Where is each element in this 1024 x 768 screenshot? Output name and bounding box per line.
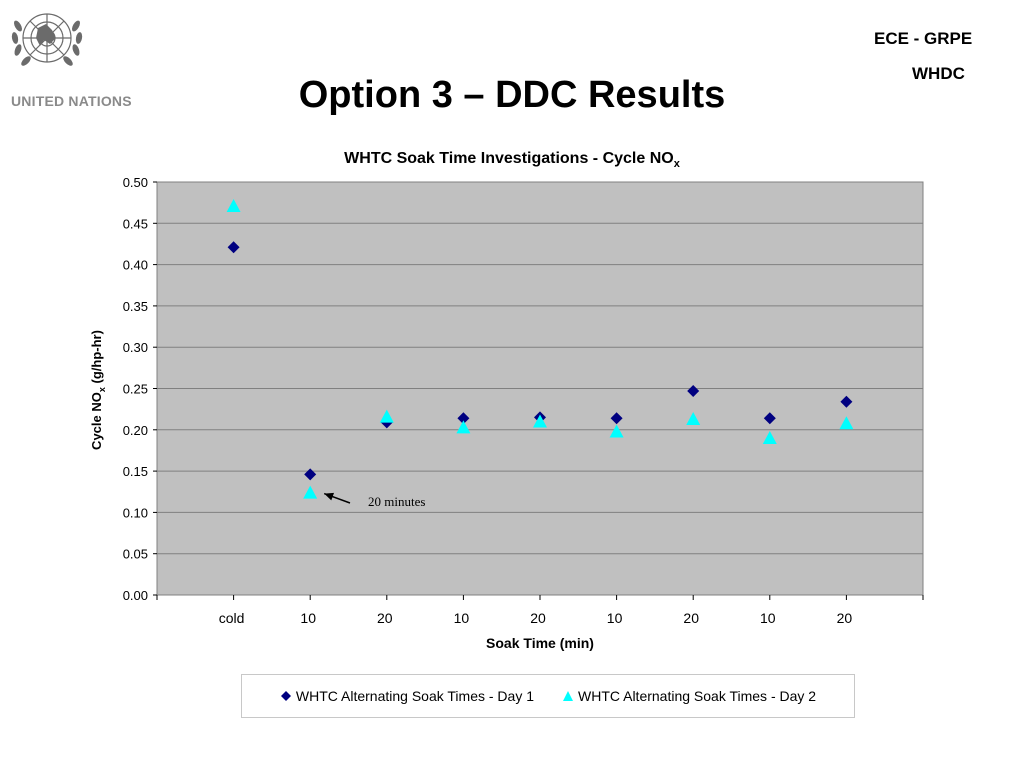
triangle-marker-icon (563, 691, 573, 701)
x-tick-label: 20 (377, 610, 393, 626)
legend-label-day2: WHTC Alternating Soak Times - Day 2 (578, 688, 817, 704)
x-tick-label: 10 (760, 610, 776, 626)
x-tick-label: 10 (607, 610, 623, 626)
data-point-day1 (763, 412, 776, 425)
y-tick-label: 0.25 (123, 382, 148, 397)
annotation-arrow-head (324, 492, 335, 501)
y-tick-label: 0.30 (123, 340, 148, 355)
x-tick-label: 10 (454, 610, 470, 626)
data-point-day2 (303, 485, 318, 499)
x-tick-label: cold (219, 610, 245, 626)
united-nations-emblem (11, 13, 83, 66)
diamond-marker-icon (280, 691, 291, 701)
legend-item-day1: WHTC Alternating Soak Times - Day 1 (280, 688, 534, 704)
legend-label-day1: WHTC Alternating Soak Times - Day 1 (295, 688, 534, 704)
y-tick-label: 0.35 (123, 299, 148, 314)
data-point-day2 (762, 431, 777, 445)
y-tick-label: 0.20 (123, 423, 148, 438)
header-group-code: WHDC (912, 64, 965, 83)
y-tick-label: 0.45 (123, 216, 148, 231)
y-tick-label: 0.05 (123, 547, 148, 562)
legend-item-day2: WHTC Alternating Soak Times - Day 2 (562, 688, 816, 704)
data-point-day2 (533, 414, 547, 428)
data-point-day2 (379, 409, 394, 423)
data-point-day1 (227, 241, 240, 254)
x-tick-label: 20 (683, 610, 699, 626)
x-axis-label: Soak Time (min) (486, 635, 594, 651)
annotation-label: 20 minutes (368, 494, 426, 509)
y-tick-label: 0.15 (123, 464, 148, 479)
data-point-day1 (687, 384, 700, 397)
data-point-day1 (304, 468, 317, 481)
x-tick-label: 20 (530, 610, 546, 626)
y-tick-label: 0.00 (123, 588, 148, 603)
chart-legend: WHTC Alternating Soak Times - Day 1 WHTC… (241, 674, 855, 718)
data-point-day2 (609, 424, 624, 438)
header-org-code: ECE - GRPE (874, 29, 973, 48)
data-point-day2 (226, 198, 241, 212)
y-axis-label: Cycle NOx (g/hp-hr) (89, 330, 107, 450)
chart-title: WHTC Soak Time Investigations - Cycle NO… (344, 150, 680, 171)
data-point-day2 (839, 416, 854, 430)
data-point-day1 (840, 395, 853, 408)
x-tick-label: 10 (300, 610, 316, 626)
y-tick-label: 0.10 (123, 505, 148, 520)
slide-title: Option 3 – DDC Results (298, 74, 726, 116)
y-tick-label: 0.40 (123, 258, 148, 273)
org-name: UNITED NATIONS (11, 93, 132, 109)
data-point-day2 (456, 420, 471, 434)
data-point-day2 (686, 412, 701, 426)
data-point-day1 (610, 412, 623, 425)
data-point-day1 (457, 412, 470, 425)
x-tick-label: 20 (837, 610, 853, 626)
y-tick-label: 0.50 (123, 175, 148, 190)
